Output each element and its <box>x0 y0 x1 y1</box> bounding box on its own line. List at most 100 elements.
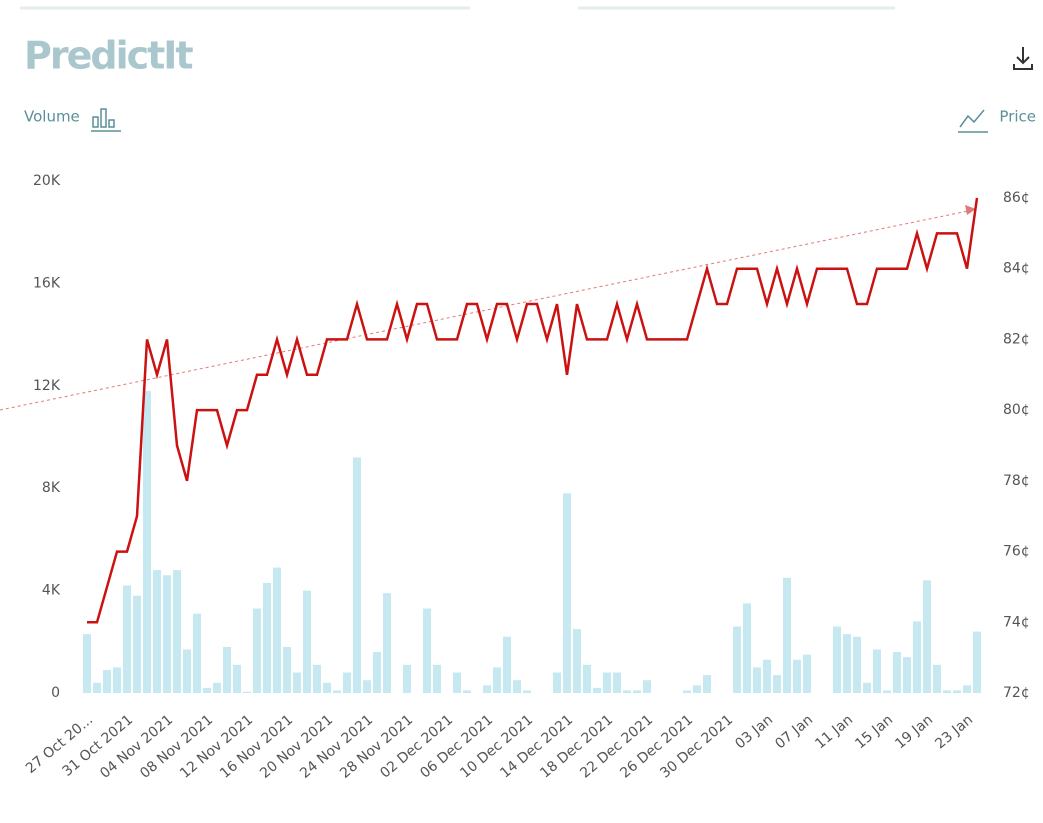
volume-bar <box>763 659 771 693</box>
volume-bar <box>693 685 701 693</box>
volume-bar <box>463 690 471 693</box>
y2-tick-label: 76¢ <box>1003 544 1030 560</box>
volume-bar <box>83 634 91 693</box>
volume-bar <box>483 685 491 693</box>
trend-arrow <box>965 205 976 215</box>
volume-bar <box>873 649 881 693</box>
volume-bar <box>623 690 631 693</box>
volume-bar <box>863 682 871 693</box>
volume-bar <box>633 690 641 693</box>
x-tick-label: 11 Jan <box>812 712 856 752</box>
volume-bar <box>583 664 591 693</box>
y2-tick-label: 82¢ <box>1003 331 1030 347</box>
trend-line <box>0 210 969 411</box>
x-tick-label: 19 Jan <box>892 712 936 752</box>
volume-bar <box>133 595 141 693</box>
volume-bar <box>403 664 411 693</box>
price-icon <box>958 109 988 133</box>
volume-bar <box>123 585 131 693</box>
volume-bar <box>283 646 291 693</box>
volume-bar <box>363 680 371 693</box>
volume-bar <box>103 669 111 693</box>
volume-bar <box>933 664 941 693</box>
volume-bar <box>573 629 581 693</box>
volume-bar <box>173 570 181 693</box>
y2-tick-label: 72¢ <box>1003 685 1030 701</box>
volume-bar <box>193 613 201 693</box>
y-tick-label: 4K <box>42 583 61 599</box>
y2-tick-label: 84¢ <box>1003 261 1030 277</box>
x-tick-label: 03 Jan <box>732 712 776 752</box>
volume-bar <box>493 667 501 693</box>
volume-bar <box>183 649 191 693</box>
volume-bar <box>893 652 901 693</box>
volume-bar <box>93 682 101 693</box>
volume-bar <box>233 664 241 693</box>
volume-bar <box>333 690 341 693</box>
volume-bar <box>143 390 151 693</box>
volume-bar <box>953 690 961 693</box>
volume-bar <box>973 631 981 693</box>
volume-bar <box>323 682 331 693</box>
price-line <box>87 197 979 624</box>
y-tick-label: 8K <box>42 480 61 496</box>
volume-bar <box>943 690 951 693</box>
volume-icon <box>91 108 121 132</box>
y2-tick-label: 80¢ <box>1003 402 1030 418</box>
y-axis-title: Volume <box>24 108 80 126</box>
x-tick-label: 07 Jan <box>772 712 816 752</box>
volume-bar <box>273 567 281 693</box>
volume-bar <box>113 667 121 693</box>
volume-bar <box>223 646 231 693</box>
volume-bar <box>353 457 361 693</box>
y2-tick-label: 78¢ <box>1003 473 1030 489</box>
volume-bar <box>783 577 791 693</box>
volume-bar <box>203 687 211 693</box>
volume-bar <box>503 636 511 693</box>
volume-bar <box>963 685 971 693</box>
volume-bar <box>313 664 321 693</box>
y2-axis-title: Price <box>999 108 1036 126</box>
volume-bar <box>253 608 261 693</box>
volume-bar <box>553 672 561 693</box>
volume-bar <box>213 682 221 693</box>
volume-bar <box>243 691 251 693</box>
volume-bar <box>703 675 711 693</box>
volume-bar <box>733 626 741 693</box>
volume-bar <box>833 626 841 693</box>
volume-bar <box>843 634 851 693</box>
volume-bar <box>293 672 301 693</box>
y-tick-label: 20K <box>33 173 61 189</box>
x-tick-label: 15 Jan <box>852 712 896 752</box>
volume-bar <box>753 667 761 693</box>
volume-bar <box>613 672 621 693</box>
y-tick-label: 12K <box>33 378 61 394</box>
volume-bar <box>643 680 651 693</box>
volume-bar <box>803 654 811 693</box>
volume-bar <box>343 672 351 693</box>
volume-bar <box>883 690 891 693</box>
volume-bar <box>303 590 311 693</box>
volume-bar <box>773 675 781 693</box>
volume-bar <box>433 664 441 693</box>
volume-bar <box>923 580 931 693</box>
volume-bar <box>513 680 521 693</box>
volume-bar <box>153 570 161 693</box>
volume-bar <box>453 672 461 693</box>
logo: PredictIt <box>24 34 193 78</box>
volume-bar <box>683 690 691 693</box>
volume-bar <box>793 659 801 693</box>
download-icon[interactable] <box>1013 47 1033 70</box>
volume-bar <box>603 672 611 693</box>
volume-bar <box>563 493 571 693</box>
volume-bar <box>163 575 171 693</box>
volume-bar <box>373 652 381 693</box>
y-tick-label: 0 <box>51 685 60 701</box>
y2-tick-label: 86¢ <box>1003 190 1030 206</box>
volume-bar <box>383 593 391 693</box>
volume-bar <box>903 657 911 693</box>
volume-bar <box>593 687 601 693</box>
volume-bar <box>853 636 861 693</box>
volume-bar <box>523 690 531 693</box>
